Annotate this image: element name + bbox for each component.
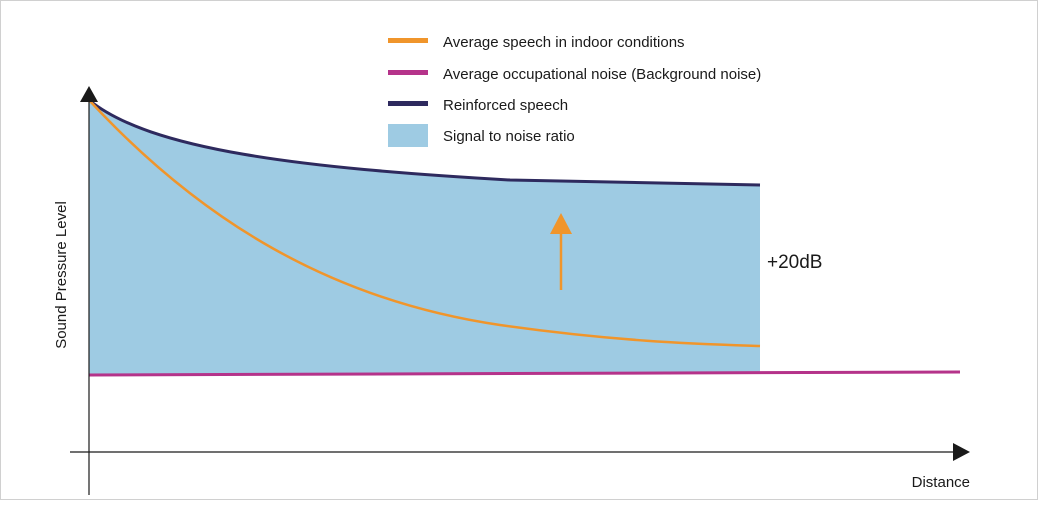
x-axis-arrow	[953, 443, 970, 461]
legend-label: Reinforced speech	[443, 97, 568, 114]
snr-area	[89, 100, 760, 375]
legend-swatch	[388, 70, 428, 75]
x-axis-label: Distance	[912, 474, 970, 491]
indoor-speech-line	[88, 99, 761, 348]
legend-swatch	[388, 101, 428, 106]
y-axis-label: Sound Pressure Level	[53, 201, 70, 349]
background-noise-line	[88, 370, 961, 377]
legend-label: Average speech in indoor conditions	[443, 34, 685, 51]
legend-swatch	[388, 38, 428, 43]
y-axis-arrow	[80, 86, 98, 102]
annotation: +20dB	[767, 252, 822, 273]
increase-arrow-head	[550, 213, 572, 234]
legend-label: Signal to noise ratio	[443, 128, 575, 145]
reinforced-speech-line	[88, 98, 761, 187]
legend-swatch	[388, 124, 428, 147]
legend-label: Average occupational noise (Background n…	[443, 66, 761, 83]
